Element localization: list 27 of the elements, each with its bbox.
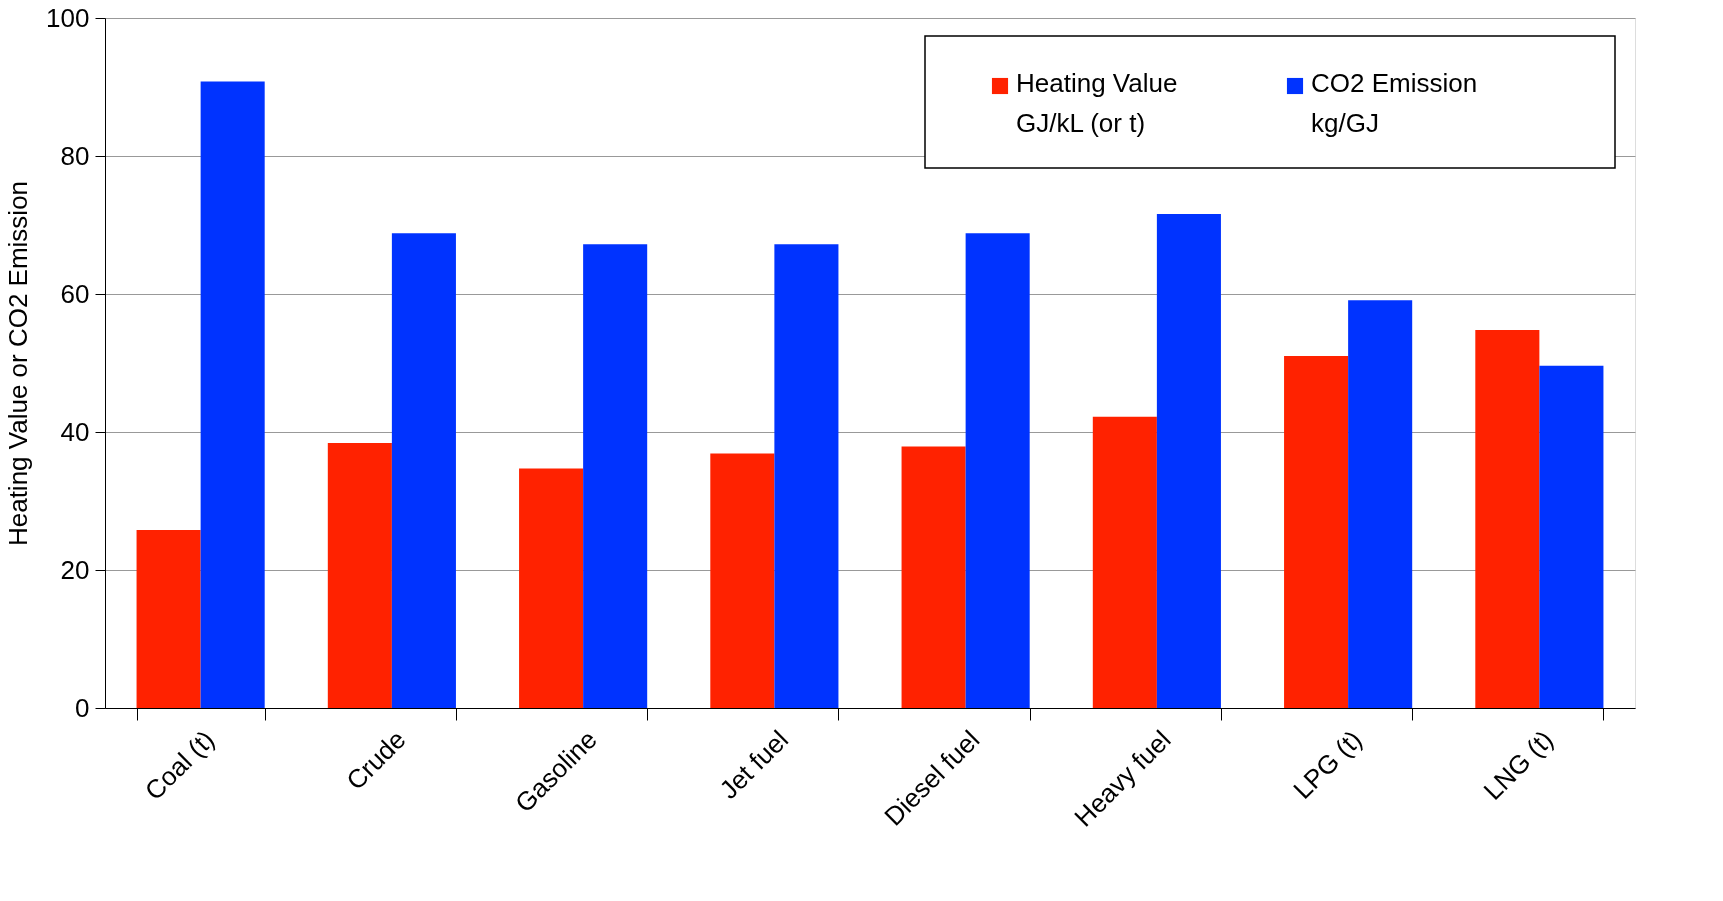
x-tick-label: Jet fuel	[713, 724, 794, 805]
legend-label: Heating Value GJ/kL (or t)	[1016, 68, 1178, 138]
bar	[519, 468, 584, 708]
bar	[901, 446, 966, 708]
y-tick-label: 20	[60, 554, 90, 585]
bar	[1539, 365, 1604, 708]
y-tick-label: 80	[60, 140, 90, 171]
bar	[710, 453, 775, 708]
y-axis-title: Heating Value or CO2 Emission	[3, 180, 34, 547]
y-tick-label: 100	[46, 2, 90, 33]
bar	[327, 443, 392, 708]
y-tick-label: 0	[75, 692, 90, 723]
bar	[1156, 213, 1221, 708]
y-tick-label: 40	[60, 416, 90, 447]
bar	[200, 81, 265, 708]
legend-label: CO2 Emission kg/GJ	[1311, 68, 1478, 138]
bar	[391, 233, 456, 708]
bar	[1092, 416, 1157, 708]
bar	[1475, 329, 1540, 708]
x-tick-label: LPG (t)	[1287, 724, 1368, 805]
bar	[1348, 300, 1413, 708]
bar	[583, 244, 648, 708]
bar	[774, 244, 839, 708]
bar	[1284, 356, 1349, 708]
bar	[965, 233, 1030, 708]
bar	[136, 529, 201, 708]
y-tick-label: 60	[60, 278, 90, 309]
